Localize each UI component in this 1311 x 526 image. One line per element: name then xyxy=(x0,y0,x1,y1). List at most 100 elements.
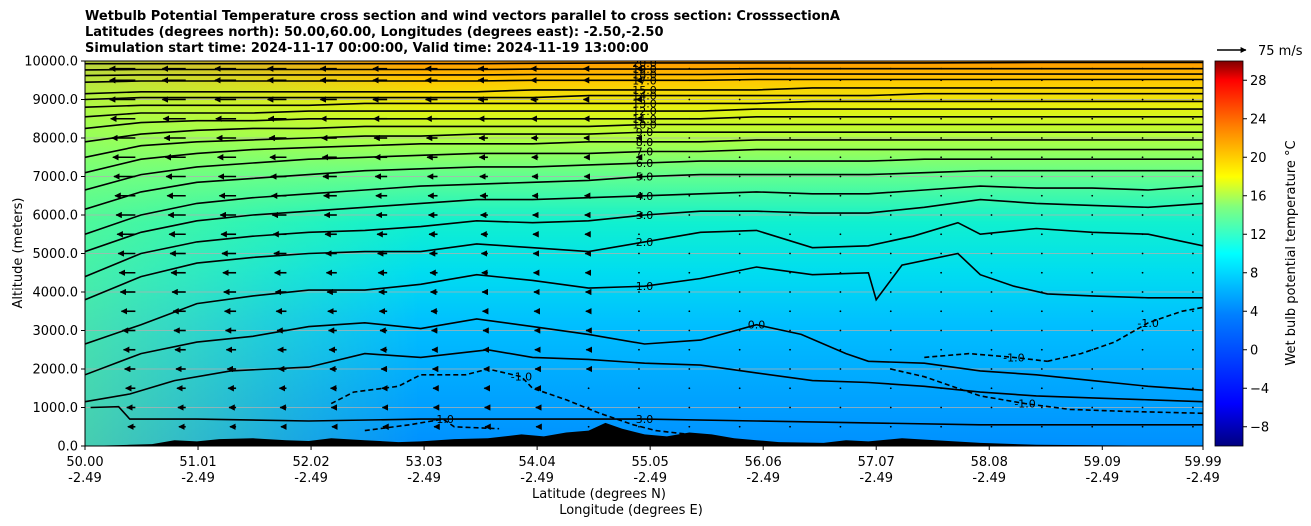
wind-vector xyxy=(990,252,993,255)
x-tick-label-lat: 50.00 xyxy=(66,455,103,470)
wind-vector xyxy=(789,252,791,255)
x-tick-label-lat: 55.05 xyxy=(632,455,669,470)
contour-label: 3.0 xyxy=(636,413,654,426)
x-tick-label-lat: 53.03 xyxy=(405,455,442,470)
wind-vector xyxy=(990,67,993,70)
wind-vector xyxy=(1192,156,1194,159)
y-tick-label: 0.0 xyxy=(57,440,78,455)
wind-vector xyxy=(1141,368,1144,370)
wind-vector xyxy=(688,137,691,139)
wind-vector xyxy=(1192,329,1194,332)
wind-vector xyxy=(1091,368,1094,370)
wind-vector xyxy=(940,271,943,274)
wind-vector xyxy=(1141,137,1144,139)
wind-vector xyxy=(1040,252,1043,255)
wind-vector xyxy=(688,368,691,370)
contour-label: 5.0 xyxy=(636,171,654,184)
wind-vector xyxy=(889,156,892,159)
wind-vector xyxy=(940,329,943,332)
y-tick-label: 5000.0 xyxy=(33,247,79,262)
wind-vector xyxy=(940,406,943,409)
contour-label: 6.0 xyxy=(636,157,654,170)
contour-label: 11.0 xyxy=(632,113,657,126)
wind-vector xyxy=(738,194,741,197)
wind-vector xyxy=(1141,252,1144,255)
wind-vector xyxy=(889,252,892,255)
wind-vector xyxy=(889,406,892,409)
wind-vector xyxy=(990,368,993,370)
contour-line xyxy=(85,61,1203,65)
wind-vector xyxy=(940,387,943,390)
contour-line xyxy=(85,348,1203,403)
wind-vector xyxy=(789,387,791,390)
colorbar-label: Wet bulb potential temperature °C xyxy=(1284,140,1299,365)
wind-vector xyxy=(789,67,791,70)
wind-vector xyxy=(990,98,993,101)
colorbar-ticks: −8 −4 0 4 8 12 16 20 24 28 xyxy=(1243,74,1269,435)
x-tick-label-lon: -2.49 xyxy=(1186,471,1220,486)
wind-vector xyxy=(1192,233,1194,236)
wind-vector xyxy=(889,271,892,274)
wind-vector xyxy=(940,156,943,159)
wind-vector xyxy=(839,425,842,428)
y-tick-label: 7000.0 xyxy=(33,170,79,185)
wind-vector xyxy=(789,156,791,159)
wind-vector xyxy=(839,98,842,101)
wind-vector xyxy=(688,175,691,178)
x-tick-label-lat: 58.08 xyxy=(971,455,1008,470)
wind-vector xyxy=(1141,233,1144,236)
wind-vector xyxy=(940,194,943,197)
wind-vector xyxy=(1040,117,1043,120)
wind-vector xyxy=(638,291,640,293)
chart-title-line-3: Simulation start time: 2024-11-17 00:00:… xyxy=(85,41,649,56)
contour-line xyxy=(85,100,1203,108)
wind-vector xyxy=(688,425,691,428)
wind-vector xyxy=(738,329,741,332)
wind-vector xyxy=(1141,214,1144,216)
contour-label-text: -1.0 xyxy=(1014,398,1035,411)
wind-vector xyxy=(1091,194,1094,197)
contour-label-text: 20.0 xyxy=(632,57,657,70)
wind-vector xyxy=(1192,117,1194,120)
contour-label: 9.0 xyxy=(636,126,654,139)
wind-vector xyxy=(889,310,892,313)
x-tick-label-lat: 56.06 xyxy=(745,455,782,470)
wind-vector xyxy=(738,348,741,351)
wind-vector xyxy=(1091,271,1094,274)
contour-label: 13.0 xyxy=(632,97,657,110)
wind-vector xyxy=(940,368,943,370)
contour-label-text: 9.0 xyxy=(636,126,654,139)
wind-vector xyxy=(688,329,691,332)
wind-vector xyxy=(638,233,640,236)
contour-line xyxy=(85,148,1203,191)
plot-area: 3.0 0.0 1.0 2.0 3.0 4.0 5.06.07.08.09.010.011.… xyxy=(85,57,1203,446)
wind-vector xyxy=(789,329,791,332)
wind-vector xyxy=(1192,67,1194,70)
x-tick-label-lon: -2.49 xyxy=(520,471,554,486)
contour-label-text: 14.0 xyxy=(632,90,657,103)
wind-vector xyxy=(1192,79,1194,82)
contour-label: 12.0 xyxy=(632,105,657,118)
wind-vector xyxy=(688,406,691,409)
wind-vector xyxy=(1040,406,1043,409)
wind-vector xyxy=(1091,98,1094,101)
wind-vector xyxy=(738,79,741,82)
wind-vector xyxy=(1141,117,1144,120)
wind-vector xyxy=(889,98,892,101)
wind-vector xyxy=(789,368,791,370)
wind-vector xyxy=(789,98,791,101)
wind-vector xyxy=(1141,425,1144,428)
contour-line-negative xyxy=(924,352,1048,363)
wind-vector xyxy=(839,310,842,313)
y-tick-label: 4000.0 xyxy=(33,286,79,301)
wind-vector xyxy=(688,67,691,70)
wind-vector xyxy=(1192,252,1194,255)
wind-vector xyxy=(940,291,943,293)
contour-label: 17.0 xyxy=(632,74,657,87)
wind-vector xyxy=(889,79,892,82)
contour-label: 10.0 xyxy=(632,119,657,132)
wind-vector xyxy=(789,175,791,178)
contour-label-text: 5.0 xyxy=(636,171,654,184)
wind-vector xyxy=(1141,194,1144,197)
